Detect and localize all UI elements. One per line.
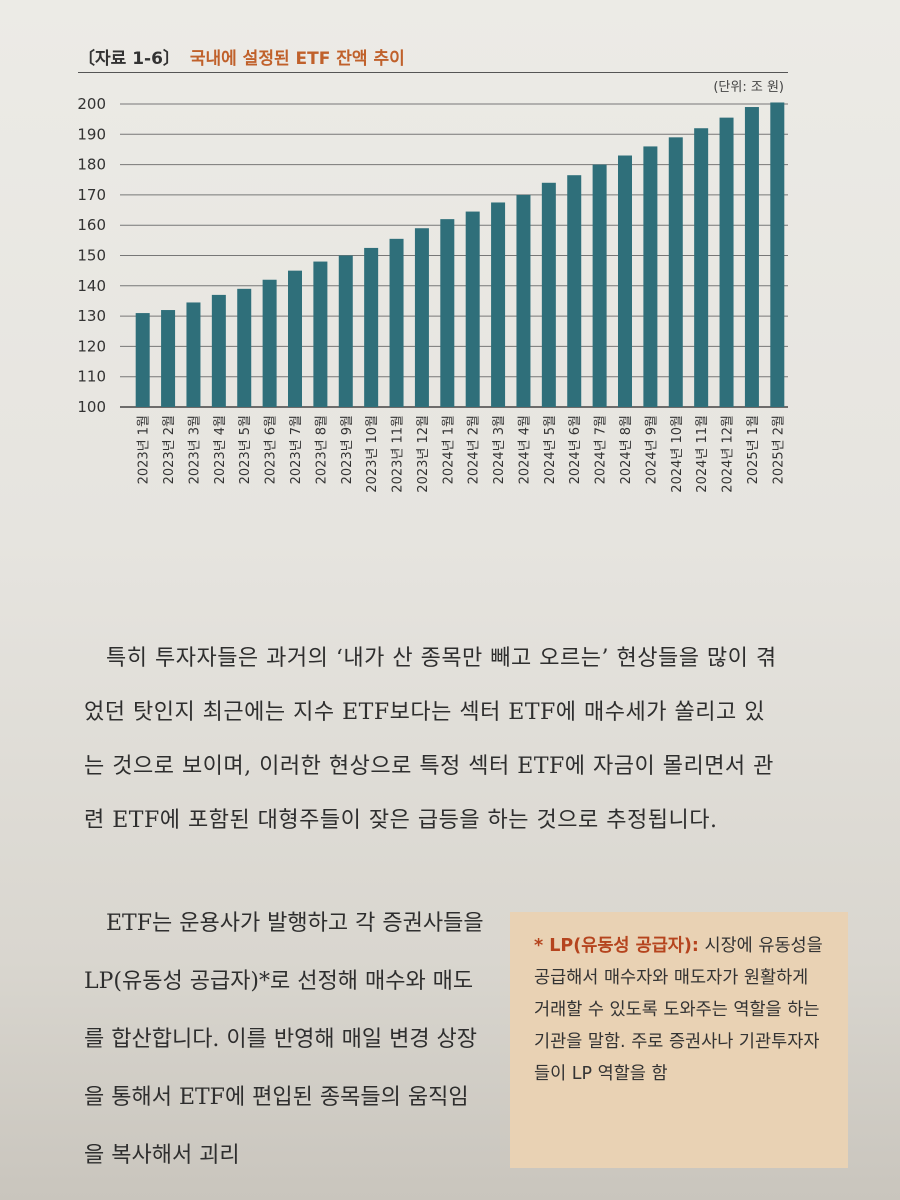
x-tick-label: 2023년 12월 — [416, 415, 431, 493]
bar — [440, 219, 455, 407]
x-tick-label: 2024년 7월 — [594, 415, 609, 484]
figure-title-rule — [78, 72, 788, 73]
y-tick-label: 170 — [77, 186, 106, 204]
x-tick-label: 2024년 3월 — [492, 415, 507, 484]
bar — [186, 302, 201, 407]
left-paragraph-text: ETF는 운용사가 발행하고 각 증권사들을 LP(유동성 공급자)*로 선정해… — [84, 911, 484, 1168]
x-tick-label: 2024년 5월 — [543, 415, 558, 484]
body-paragraph: 특히 투자자들은 과거의 ‘내가 산 종목만 빼고 오르는’ 현상들을 많이 겪… — [84, 632, 784, 848]
bar — [491, 202, 506, 407]
bar — [719, 117, 734, 407]
x-tick-label: 2024년 12월 — [721, 415, 736, 493]
x-tick-label: 2025년 2월 — [771, 415, 786, 484]
bar — [643, 146, 658, 408]
x-tick-label: 2023년 6월 — [264, 415, 279, 484]
bar — [516, 194, 531, 407]
x-tick-label: 2024년 11월 — [695, 415, 710, 493]
bar — [668, 137, 683, 407]
x-tick-label: 2025년 1월 — [746, 415, 761, 484]
bar — [262, 279, 277, 407]
bar — [465, 211, 480, 407]
figure-title-text: 국내에 설정된 ETF 잔액 추이 — [189, 49, 405, 69]
x-tick-label: 2023년 7월 — [289, 415, 304, 484]
y-tick-label: 200 — [77, 95, 106, 113]
x-tick-label: 2024년 10월 — [670, 415, 685, 493]
x-tick-label: 2023년 11월 — [391, 415, 406, 493]
bar — [770, 102, 785, 408]
footnote-box: * LP(유동성 공급자): 시장에 유동성을 공급해서 매수자와 매도자가 원… — [510, 912, 848, 1168]
bar — [389, 238, 404, 407]
y-tick-label: 140 — [77, 277, 106, 295]
x-tick-label: 2024년 1월 — [441, 415, 456, 484]
x-tick-label: 2023년 4월 — [213, 415, 228, 484]
x-tick-label: 2023년 9월 — [340, 415, 355, 484]
bar — [135, 313, 150, 407]
unit-label: (단위: 조 원) — [713, 80, 784, 95]
x-tick-label: 2023년 3월 — [187, 415, 202, 484]
figure-title: 〔자료 1-6〕 국내에 설정된 ETF 잔액 추이 — [78, 44, 405, 69]
bar — [288, 270, 302, 407]
y-tick-label: 190 — [77, 125, 106, 143]
x-tick-label: 2024년 4월 — [517, 415, 532, 484]
x-tick-label: 2024년 2월 — [467, 415, 482, 484]
footnote-head: * LP(유동성 공급자): — [534, 936, 699, 956]
footnote-text: 시장에 유동성을 공급해서 매수자와 매도자가 원활하게 거래할 수 있도록 도… — [534, 936, 823, 1084]
bar — [313, 261, 328, 407]
y-tick-label: 100 — [77, 398, 106, 416]
bar — [744, 107, 759, 407]
x-tick-label: 2024년 8월 — [619, 415, 634, 484]
y-tick-label: 150 — [77, 247, 106, 265]
bar — [414, 228, 429, 407]
y-tick-label: 130 — [77, 307, 106, 325]
bar — [211, 294, 226, 407]
bar — [364, 247, 379, 407]
bar — [592, 164, 607, 407]
bar — [567, 175, 582, 407]
bar — [541, 182, 556, 407]
y-tick-label: 110 — [77, 368, 106, 386]
body-paragraph-text: 특히 투자자들은 과거의 ‘내가 산 종목만 빼고 오르는’ 현상들을 많이 겪… — [84, 646, 777, 833]
y-tick-label: 120 — [77, 337, 106, 355]
x-tick-label: 2023년 8월 — [314, 415, 329, 484]
etf-balance-bar-chart: 100 110 120 130 140 150 160 170 180 190 200 2023년 1… — [77, 95, 788, 493]
bar — [338, 255, 353, 407]
x-tick-label: 2024년 6월 — [568, 415, 583, 484]
y-tick-label: 160 — [77, 216, 106, 234]
bar — [237, 288, 252, 407]
x-tick-label: 2024년 9월 — [644, 415, 659, 484]
bar — [618, 155, 632, 407]
x-tick-label: 2023년 2월 — [162, 415, 177, 484]
x-tick-label: 2023년 5월 — [238, 415, 253, 484]
x-tick-label: 2023년 10월 — [365, 415, 380, 493]
bar — [694, 128, 709, 408]
figure-label: 〔자료 1-6〕 — [78, 49, 180, 69]
bar — [161, 310, 176, 407]
left-column-paragraph: ETF는 운용사가 발행하고 각 증권사들을 LP(유동성 공급자)*로 선정해… — [84, 895, 484, 1185]
y-tick-label: 180 — [77, 156, 106, 174]
x-tick-label: 2023년 1월 — [137, 415, 152, 484]
